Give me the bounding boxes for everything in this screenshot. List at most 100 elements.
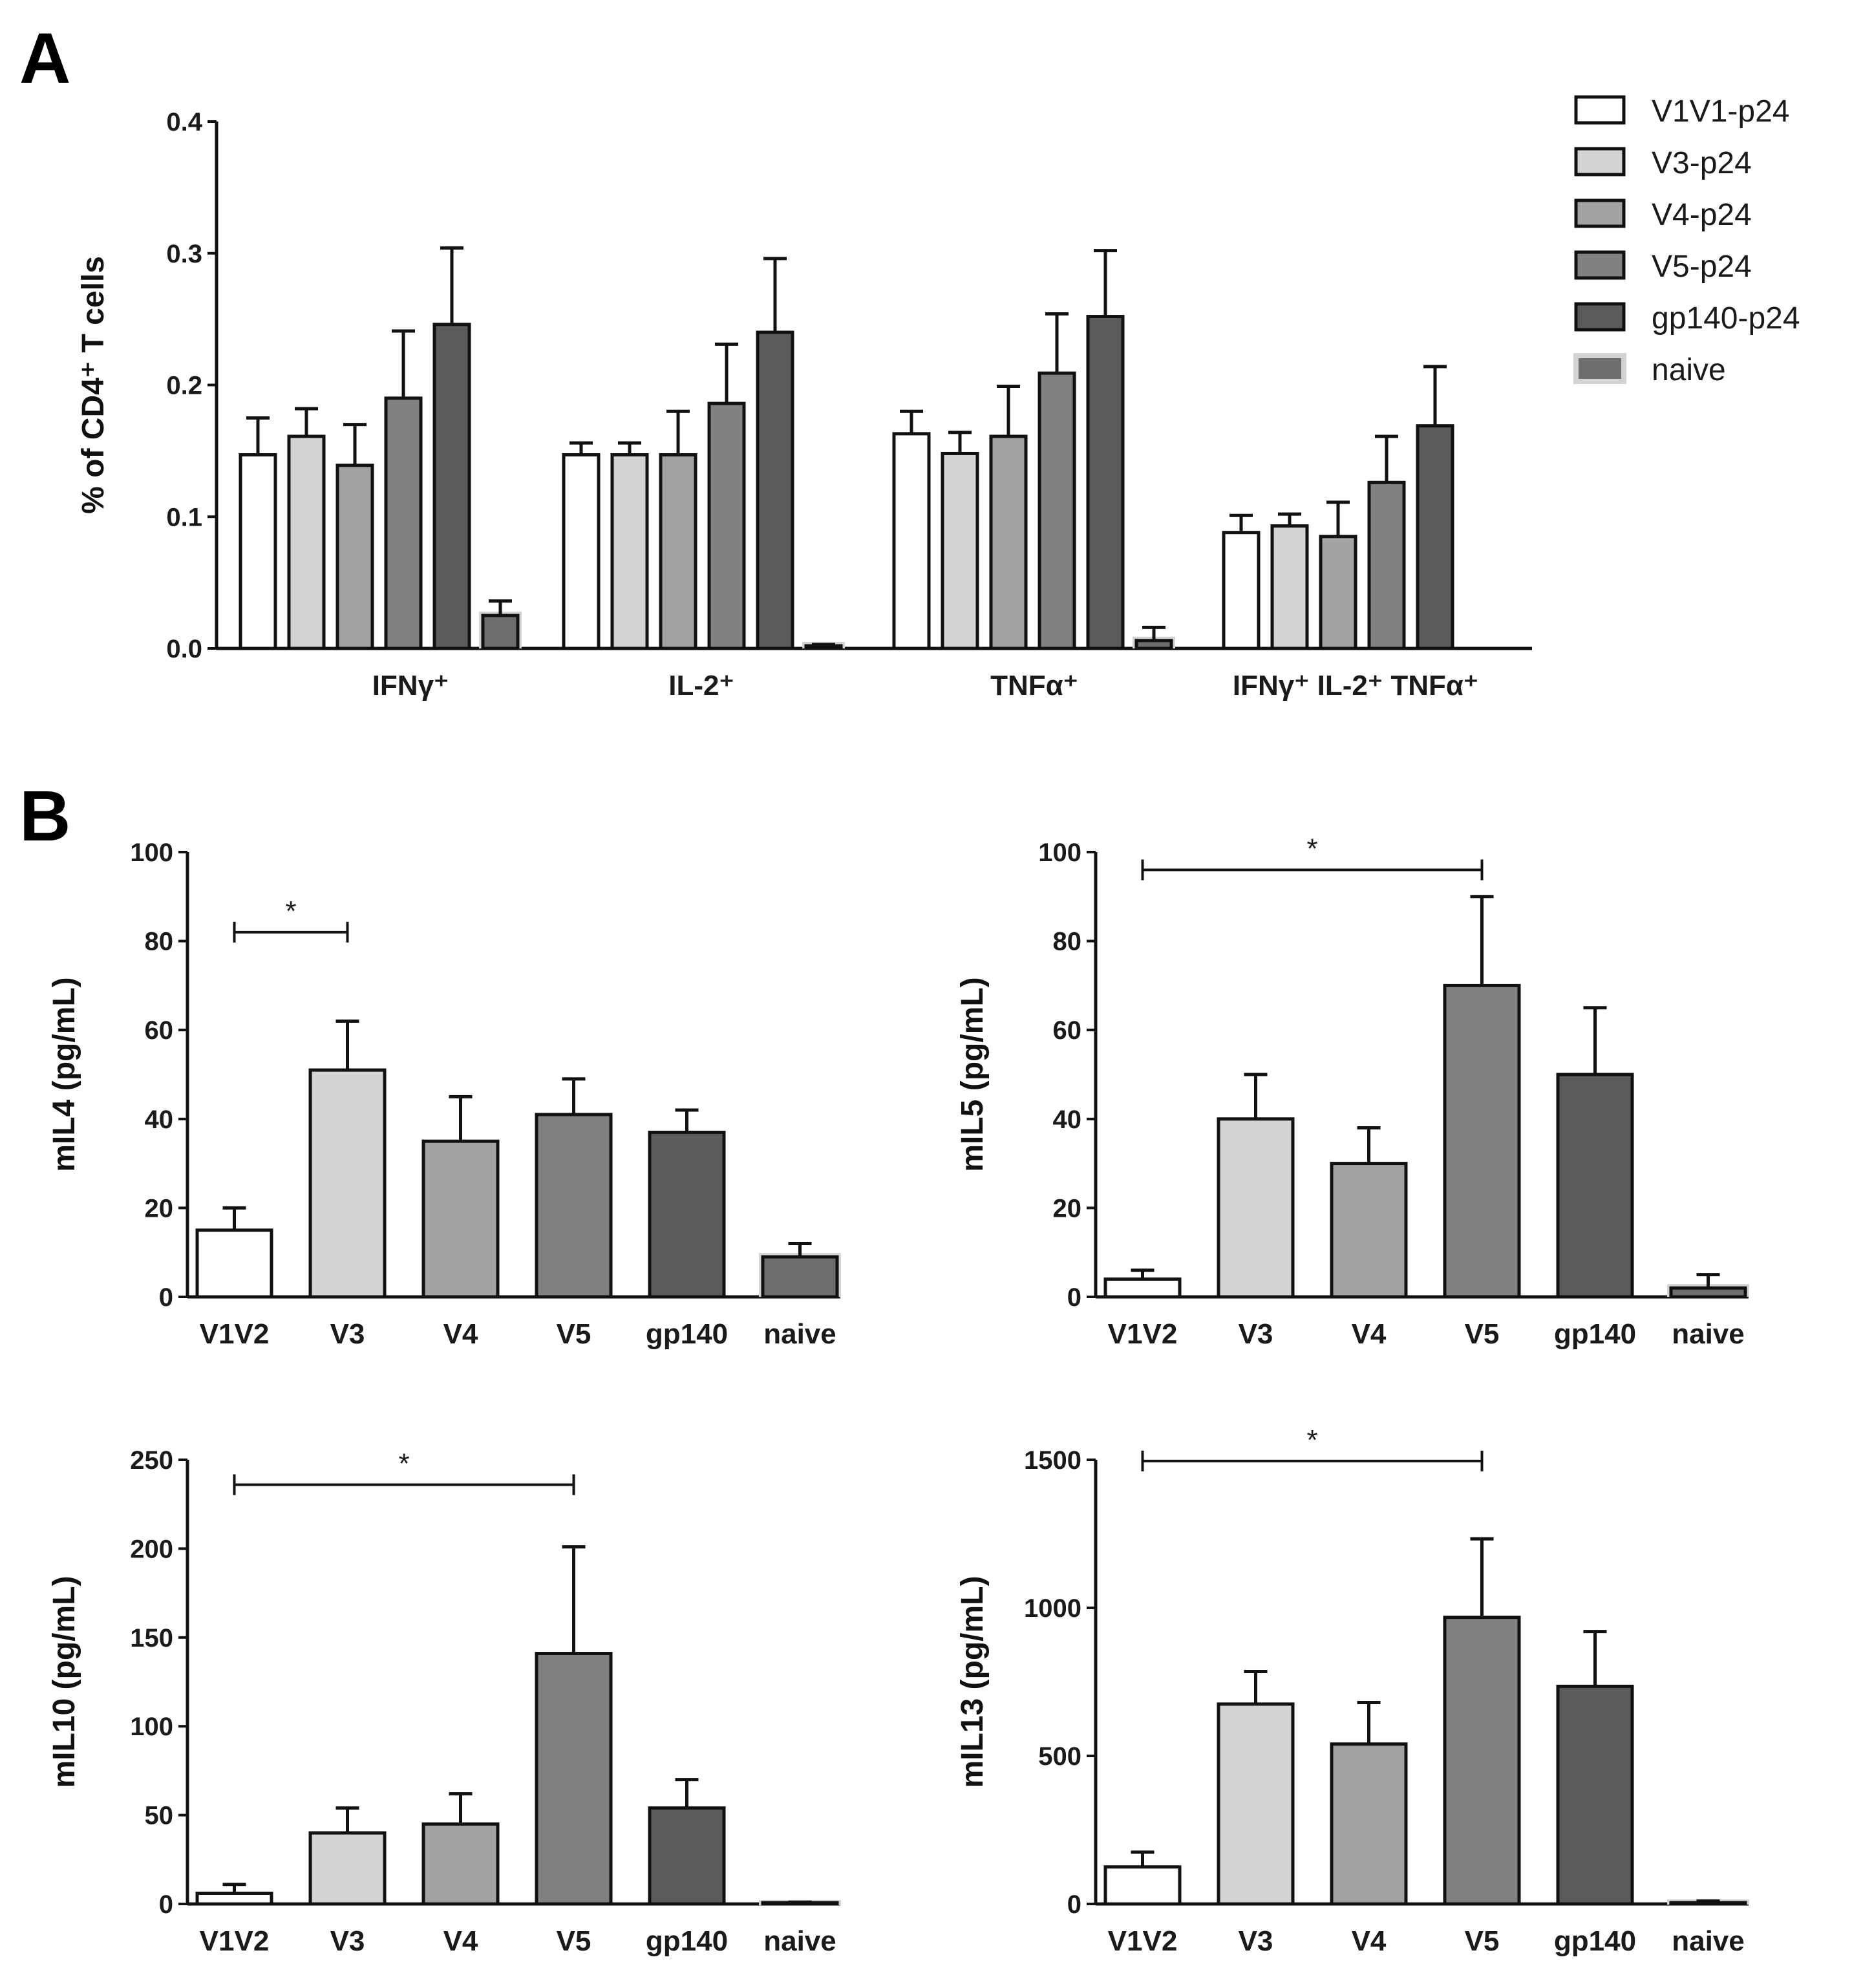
chart-b3-y-tick-label: 50 xyxy=(145,1802,174,1830)
chart-b2-y-tick-label: 80 xyxy=(1053,928,1082,956)
chart-b1-x-tick-label: V1V2 xyxy=(200,1318,270,1350)
chart-b3-bar-gp140 xyxy=(648,1806,726,1906)
chart-b1-y-tick-label: 0 xyxy=(159,1283,173,1312)
chart-b3-x-tick-label: V4 xyxy=(443,1925,478,1957)
chart-b1-y-tick-label: 80 xyxy=(145,928,174,956)
legend-swatch-v4-p24 xyxy=(1574,198,1626,228)
chart-b2-x-tick-label: V5 xyxy=(1465,1318,1500,1350)
panel-letter-a: A xyxy=(19,19,70,98)
chart-b2-bar-v3 xyxy=(1217,1117,1295,1299)
chart-a-bar-v4-p24-2 xyxy=(989,434,1028,650)
chart-a-bar-v4-p24-1 xyxy=(659,453,697,650)
chart-a-bar-naive-1 xyxy=(804,644,843,650)
chart-a-y-tick-label: 0.1 xyxy=(166,503,202,531)
chart-b1-bar-v4 xyxy=(421,1139,500,1299)
chart-b2-significance-star: * xyxy=(1306,833,1317,865)
chart-b2-y-tick-label: 100 xyxy=(1038,839,1081,867)
chart-b1-y-tick-label: 60 xyxy=(145,1016,174,1045)
chart-a-bar-v4-p24-3 xyxy=(1319,535,1357,650)
chart-b1-y-tick-label: 20 xyxy=(145,1194,174,1223)
chart-a-bar-v5-p24-3 xyxy=(1367,480,1406,650)
chart-b4-x-tick-label: V3 xyxy=(1239,1925,1273,1957)
chart-a-bar-gp140-p24-0 xyxy=(432,323,471,650)
chart-b4-x-tick-label: V1V2 xyxy=(1108,1925,1178,1957)
chart-a-bar-v1v1-p24-0 xyxy=(239,453,277,650)
chart-b4-bar-v3 xyxy=(1217,1702,1295,1906)
chart-b2-x-tick-label: V4 xyxy=(1352,1318,1387,1350)
chart-b2-y-tick-label: 0 xyxy=(1067,1283,1081,1312)
chart-a-cd4-cytokines: 0.0 0.1 0.2 0.3 0.4 % of CD4⁺ T cells IFNγ⁺ IL-… xyxy=(76,108,1532,701)
chart-b3-x-tick-label: V5 xyxy=(557,1925,591,1957)
chart-b4-y-tick-label: 1500 xyxy=(1024,1446,1081,1475)
chart-b1-bar-v3 xyxy=(308,1068,387,1299)
chart-a-x-tick-label: IFNγ⁺ IL-2⁺ TNFα⁺ xyxy=(1233,670,1478,701)
chart-b3-bar-v5 xyxy=(535,1652,613,1906)
chart-b3-y-tick-label: 150 xyxy=(130,1624,173,1652)
chart-b4-x-tick-label: naive xyxy=(1672,1925,1745,1957)
legend-label-v5-p24: V5-p24 xyxy=(1652,250,1752,284)
chart-b1-x-tick-label: V3 xyxy=(330,1318,365,1350)
chart-b2-x-tick-label: V3 xyxy=(1239,1318,1273,1350)
chart-b-mil10: 0 50 100 150 200 250 mIL10 (pg/mL) V1V2 V3 V4 V5 gp… xyxy=(47,1446,841,1957)
chart-b3-x-tick-label: gp140 xyxy=(646,1925,728,1957)
chart-b3-bar-v1v2 xyxy=(195,1892,273,1906)
chart-b2-x-tick-label: V1V2 xyxy=(1108,1318,1178,1350)
legend: V1V1-p24 V3-p24 V4-p24 V5-p24 gp140-p24 naive xyxy=(1573,94,1800,387)
legend-label-gp140-p24: gp140-p24 xyxy=(1652,301,1800,336)
chart-b1-x-tick-label: naive xyxy=(763,1318,836,1350)
chart-b3-y-axis-label: mIL10 (pg/mL) xyxy=(47,1576,81,1788)
chart-a-x-tick-label: IL-2⁺ xyxy=(668,670,734,701)
chart-b3-y-tick-label: 0 xyxy=(159,1890,173,1919)
chart-b1-x-tick-label: gp140 xyxy=(646,1318,728,1350)
chart-a-bar-v5-p24-1 xyxy=(707,401,746,650)
chart-a-bar-v5-p24-0 xyxy=(384,396,423,650)
chart-b2-bar-v5 xyxy=(1443,983,1521,1299)
chart-b4-x-tick-label: V5 xyxy=(1465,1925,1500,1957)
chart-b4-bar-gp140 xyxy=(1556,1684,1634,1906)
chart-b1-bar-v5 xyxy=(535,1113,613,1299)
chart-b2-x-tick-label: naive xyxy=(1672,1318,1745,1350)
chart-a-bar-v1v1-p24-2 xyxy=(892,432,931,650)
chart-a-y-tick-label: 0.3 xyxy=(166,240,202,268)
legend-label-v4-p24: V4-p24 xyxy=(1652,198,1752,232)
chart-b4-y-axis-label: mIL13 (pg/mL) xyxy=(955,1576,990,1788)
chart-a-bar-gp140-p24-1 xyxy=(756,330,794,650)
chart-b-mil4: 0 20 40 60 80 100 mIL4 (pg/mL) V1V2 V3 V4 V5 gp140 n… xyxy=(47,839,841,1350)
chart-b2-x-tick-label: gp140 xyxy=(1554,1318,1636,1350)
chart-b3-y-tick-label: 100 xyxy=(130,1713,173,1741)
chart-b2-y-tick-label: 40 xyxy=(1053,1106,1082,1134)
chart-b4-bar-v4 xyxy=(1330,1742,1408,1906)
chart-a-bar-v3-p24-0 xyxy=(287,434,326,650)
chart-b1-bar-v1v2 xyxy=(195,1228,273,1299)
chart-b4-x-tick-label: gp140 xyxy=(1554,1925,1636,1957)
legend-swatch-v1v1-p24 xyxy=(1574,95,1626,125)
chart-b1-y-axis-label: mIL4 (pg/mL) xyxy=(47,977,81,1171)
chart-b4-x-tick-label: V4 xyxy=(1352,1925,1387,1957)
chart-b3-x-tick-label: V3 xyxy=(330,1925,365,1957)
chart-a-y-axis-label: % of CD4⁺ T cells xyxy=(76,256,111,514)
chart-a-bar-v1v1-p24-3 xyxy=(1222,531,1261,650)
chart-a-bar-v3-p24-3 xyxy=(1270,524,1309,650)
chart-b2-bar-v4 xyxy=(1330,1162,1408,1299)
chart-a-x-tick-label: IFNγ⁺ xyxy=(372,670,449,701)
chart-b3-significance-star: * xyxy=(398,1448,409,1479)
chart-b3-x-tick-label: V1V2 xyxy=(200,1925,270,1957)
chart-a-bar-v3-p24-2 xyxy=(941,451,979,650)
chart-b2-bar-naive xyxy=(1669,1286,1747,1299)
chart-b1-bar-gp140 xyxy=(648,1130,726,1299)
chart-b-mil5: 0 20 40 60 80 100 mIL5 (pg/mL) V1V2 V3 V4 V5 gp140 n… xyxy=(955,833,1749,1350)
legend-swatch-v5-p24 xyxy=(1574,250,1626,280)
chart-b2-y-axis-label: mIL5 (pg/mL) xyxy=(955,977,990,1171)
chart-b2-y-tick-label: 60 xyxy=(1053,1016,1082,1045)
chart-a-y-tick-label: 0.0 xyxy=(166,635,202,663)
chart-b2-y-tick-label: 20 xyxy=(1053,1194,1082,1223)
chart-a-bar-v3-p24-1 xyxy=(610,453,649,650)
chart-a-bar-v4-p24-0 xyxy=(335,464,374,650)
chart-b4-y-tick-label: 1000 xyxy=(1024,1594,1081,1623)
chart-b4-bar-v5 xyxy=(1443,1616,1521,1906)
chart-b4-significance-star: * xyxy=(1306,1424,1317,1456)
chart-b2-bar-v1v2 xyxy=(1103,1277,1182,1299)
chart-a-bar-gp140-p24-3 xyxy=(1416,424,1454,650)
chart-a-bar-v1v1-p24-1 xyxy=(562,453,601,650)
legend-label-v1v1-p24: V1V1-p24 xyxy=(1652,94,1790,129)
